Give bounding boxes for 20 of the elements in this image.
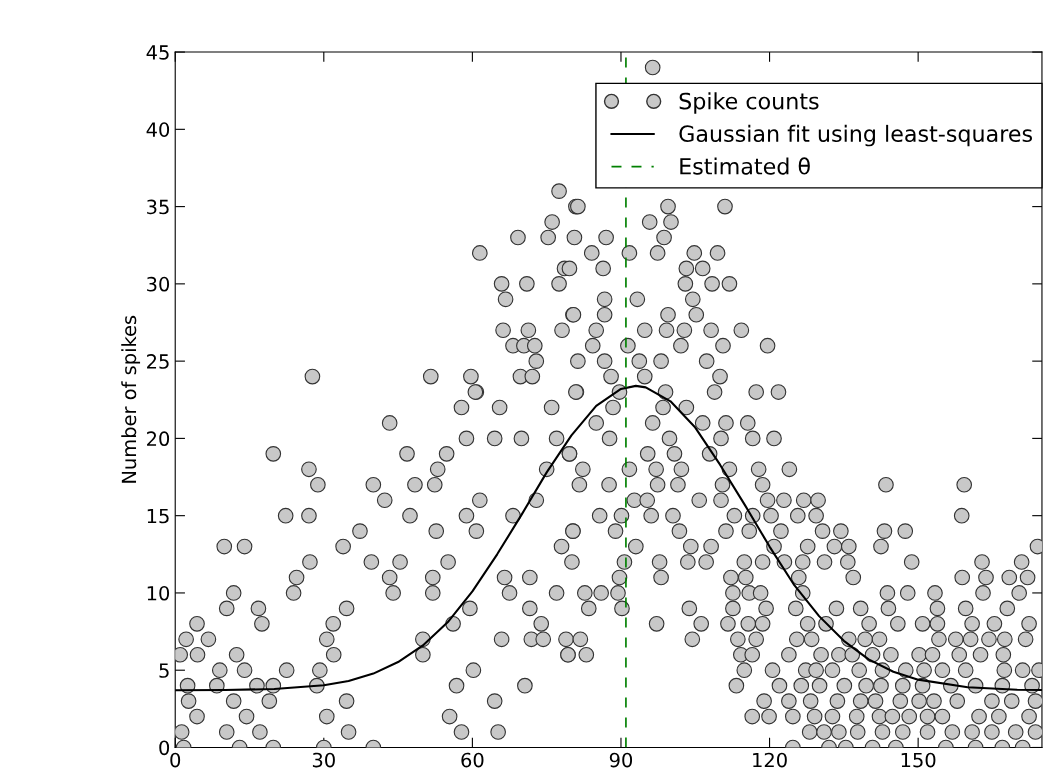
x-tick-label: 150 bbox=[901, 752, 936, 768]
y-tick-label: 20 bbox=[147, 431, 170, 447]
y-axis-title: Number of spikes bbox=[121, 315, 141, 483]
legend-label: Spike counts bbox=[679, 92, 819, 114]
y-tick-label: 5 bbox=[159, 663, 169, 678]
legend-label: Gaussian fit using least-squares bbox=[679, 124, 1032, 147]
x-tick-label: 120 bbox=[753, 752, 787, 768]
x-tick-label: 30 bbox=[312, 752, 335, 768]
y-tick-label: 10 bbox=[147, 585, 170, 601]
y-tick-label: 0 bbox=[159, 740, 170, 756]
y-tick-label: 45 bbox=[146, 45, 169, 60]
y-tick-label: 35 bbox=[147, 199, 169, 215]
x-tick-label: 90 bbox=[609, 752, 633, 768]
x-tick-label: 60 bbox=[461, 752, 484, 768]
ref-line-label: Estimated θ bbox=[680, 157, 810, 175]
x-tick-label: 0 bbox=[170, 752, 181, 768]
y-tick-label: 40 bbox=[146, 122, 170, 137]
y-tick-label: 15 bbox=[147, 508, 169, 524]
y-tick-label: 25 bbox=[147, 354, 169, 369]
y-tick-label: 30 bbox=[147, 276, 170, 292]
